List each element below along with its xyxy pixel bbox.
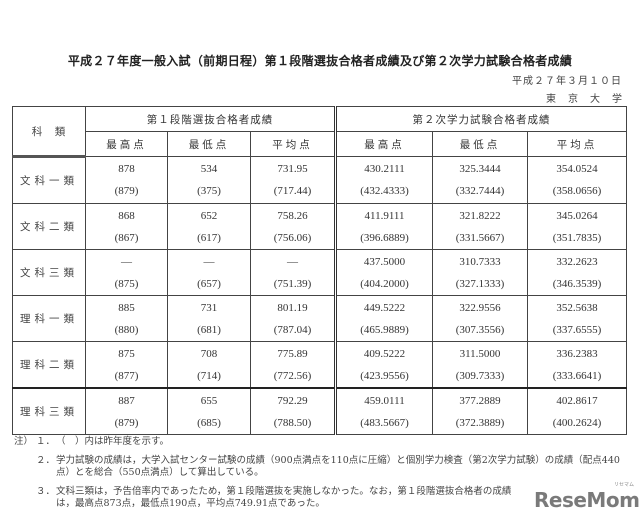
- document-title: 平成２７年度一般入試（前期日程）第１段階選抜合格者成績及び第２次学力試験合格者成…: [67, 54, 573, 68]
- cell: ― (751.39): [249, 249, 338, 296]
- cell: 377.2889 (372.3889): [432, 387, 529, 435]
- cell: 345.0264 (351.7835): [527, 203, 628, 250]
- group-header-first-stage: 第１段階選抜合格者成績: [84, 106, 338, 132]
- cell: 311.5000 (309.7333): [432, 341, 529, 389]
- cell: 775.89 (772.56): [249, 341, 338, 389]
- table-row: 文科三類 ― (875) ― (657) ― (751.39) 437.5000 (40…: [12, 249, 628, 296]
- cell: 708 (714): [167, 341, 251, 389]
- table-row: 文科一類 878 (879) 534 (375) 731.95 (717.44) 43…: [12, 156, 628, 204]
- cell: 332.2623 (346.3539): [527, 249, 628, 296]
- group-header-second-stage: 第２次学力試験合格者成績: [335, 106, 628, 132]
- cell: 336.2383 (333.6641): [527, 341, 628, 389]
- cell: 449.5222 (465.9889): [335, 295, 434, 342]
- row-category: 文科二類: [12, 203, 86, 250]
- cell: ― (875): [85, 249, 168, 296]
- col-header-avg: 平均点: [249, 131, 338, 157]
- cell: 321.8222 (331.5667): [432, 203, 529, 250]
- watermark-kana: リセマム: [614, 482, 635, 488]
- results-table: 科 類 第１段階選抜合格者成績 第２次学力試験合格者成績 最高点 最低点 平均点…: [12, 106, 628, 435]
- cell: 792.29 (788.50): [249, 387, 338, 435]
- header-row-columns: 最高点 最低点 平均点 最高点 最低点 平均点: [13, 131, 628, 157]
- cell: ― (657): [167, 249, 251, 296]
- row-category: 理科二類: [12, 341, 86, 389]
- col-header-min: 最低点: [432, 131, 529, 157]
- cell: 878 (879): [85, 156, 168, 204]
- header-row-groups: 科 類 第１段階選抜合格者成績 第２次学力試験合格者成績: [12, 106, 628, 158]
- cell: 354.0524 (358.0656): [527, 156, 628, 204]
- cell: 310.7333 (327.1333): [432, 249, 529, 296]
- cell: 534 (375): [167, 156, 251, 204]
- col-header-avg: 平均点: [527, 131, 628, 157]
- footnote-2: ２． 学力試験の成績は，大学入試センター試験の成績（900点満点を110点に圧縮…: [36, 455, 620, 478]
- cell: 409.5222 (423.9556): [335, 341, 434, 389]
- document-date: 平成２７年３月１０日: [512, 76, 622, 87]
- cell: 459.0111 (483.5667): [335, 387, 434, 435]
- cell: 875 (877): [85, 341, 168, 389]
- cell: 758.26 (756.06): [249, 203, 338, 250]
- cell: 801.19 (787.04): [249, 295, 338, 342]
- organization-name: 東京大学: [546, 94, 634, 105]
- cell: 887 (879): [85, 387, 168, 435]
- category-header: 科 類: [12, 106, 86, 158]
- resemom-logo: ReseMom.: [534, 488, 640, 512]
- col-header-max: 最高点: [335, 131, 434, 157]
- cell: 885 (880): [85, 295, 168, 342]
- footnote-3: ３． 文科三類は，予告倍率内であったため，第１段階選抜を実施しなかった。なお，第…: [36, 486, 512, 509]
- cell: 325.3444 (332.7444): [432, 156, 529, 204]
- cell: 352.5638 (337.6555): [527, 295, 628, 342]
- cell: 411.9111 (396.6889): [335, 203, 434, 250]
- cell: 652 (617): [167, 203, 251, 250]
- footnote-label: 注）: [14, 436, 34, 447]
- footnotes: 注） １． （ ）内は昨年度を示す。 ２． 学力試験の成績は，大学入試センター試…: [14, 436, 634, 517]
- table-row: 文科二類 868 (867) 652 (617) 758.26 (756.06) 41…: [12, 203, 628, 250]
- col-header-max: 最高点: [85, 131, 168, 157]
- cell: 402.8617 (400.2624): [527, 387, 628, 435]
- cell: 731.95 (717.44): [249, 156, 338, 204]
- cell: 655 (685): [167, 387, 251, 435]
- table-row: 理科二類 875 (877) 708 (714) 775.89 (772.56) 40…: [12, 341, 628, 389]
- cell: 868 (867): [85, 203, 168, 250]
- row-category: 文科三類: [12, 249, 86, 296]
- col-header-min: 最低点: [167, 131, 251, 157]
- cell: 731 (681): [167, 295, 251, 342]
- row-category: 理科一類: [12, 295, 86, 342]
- cell: 430.2111 (432.4333): [335, 156, 434, 204]
- cell: 322.9556 (307.3556): [432, 295, 529, 342]
- cell: 437.5000 (404.2000): [335, 249, 434, 296]
- table-row: 理科三類 887 (879) 655 (685) 792.29 (788.50) 45…: [12, 387, 628, 435]
- row-category: 理科三類: [12, 387, 86, 435]
- footnote-1: 注） １． （ ）内は昨年度を示す。: [14, 436, 170, 447]
- row-category: 文科一類: [12, 156, 86, 204]
- table-row: 理科一類 885 (880) 731 (681) 801.19 (787.04) 44…: [12, 295, 628, 342]
